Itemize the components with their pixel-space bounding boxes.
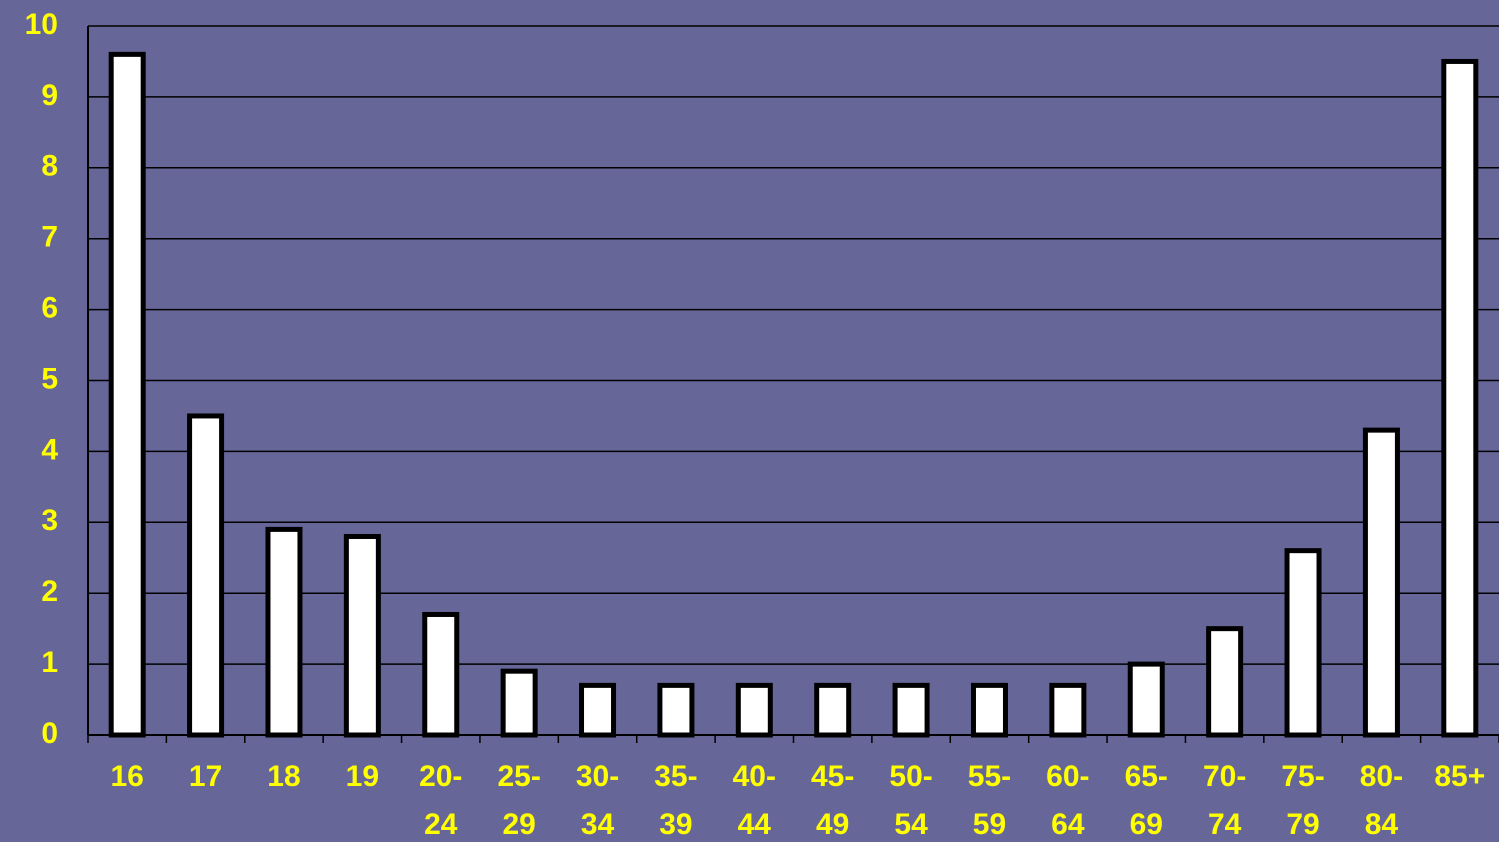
y-tick-label: 3 (41, 504, 58, 537)
bar (187, 413, 225, 738)
y-tick-label: 10 (25, 8, 58, 41)
y-tick-label: 1 (41, 646, 58, 679)
x-tick-label: 70-74 (1203, 760, 1246, 841)
y-tick-label: 5 (41, 362, 58, 395)
bar (735, 682, 773, 738)
x-tick-label: 65-69 (1125, 760, 1168, 841)
bar (579, 682, 617, 738)
x-tick-label-line: 69 (1130, 808, 1163, 841)
x-tick-label-line: 64 (1051, 808, 1085, 841)
x-tick-label-line: 49 (816, 808, 849, 841)
bar (422, 611, 460, 738)
x-tick-label-line: 74 (1208, 808, 1242, 841)
x-tick-label-line: 40- (733, 760, 776, 793)
bar (1441, 58, 1479, 738)
x-tick-label-line: 54 (894, 808, 928, 841)
bar (970, 682, 1008, 738)
bar (1127, 661, 1165, 738)
x-tick-label-line: 29 (502, 808, 535, 841)
bar (1206, 626, 1244, 738)
bar (1284, 548, 1322, 738)
x-tick-label-line: 55- (968, 760, 1011, 793)
y-tick-label: 6 (41, 292, 58, 325)
x-tick-label-line: 79 (1286, 808, 1319, 841)
x-tick-label-line: 35- (654, 760, 697, 793)
x-tick-label: 60-64 (1046, 760, 1089, 841)
x-tick-label-line: 39 (659, 808, 692, 841)
x-tick-label-line: 65- (1125, 760, 1168, 793)
x-tick-label-line: 70- (1203, 760, 1246, 793)
x-tick-label: 25-29 (497, 760, 540, 841)
x-tick-label-line: 20- (419, 760, 462, 793)
x-tick-label-line: 25- (497, 760, 540, 793)
bar (108, 51, 146, 738)
x-tick-label: 85+ (1434, 760, 1485, 793)
y-tick-label: 8 (41, 150, 58, 183)
bar (814, 682, 852, 738)
x-tick-label-line: 80- (1360, 760, 1403, 793)
x-tick-label: 35-39 (654, 760, 697, 841)
x-tick-label: 19 (346, 760, 379, 793)
x-tick-label-line: 50- (889, 760, 932, 793)
x-tick-label: 45-49 (811, 760, 854, 841)
x-tick-label-line: 34 (581, 808, 615, 841)
x-tick-label-line: 45- (811, 760, 854, 793)
x-tick-label: 20-24 (419, 760, 462, 841)
bar (1362, 427, 1400, 738)
x-tick-label-line: 75- (1281, 760, 1324, 793)
bar (657, 682, 695, 738)
x-tick-label-line: 44 (738, 808, 772, 841)
x-tick-label: 18 (267, 760, 300, 793)
x-tick-label: 30-34 (576, 760, 619, 841)
y-tick-label: 4 (41, 433, 58, 466)
x-tick-label: 16 (111, 760, 144, 793)
x-tick-label: 75-79 (1281, 760, 1324, 841)
x-tick-label: 55-59 (968, 760, 1011, 841)
x-tick-label: 17 (189, 760, 222, 793)
bar (343, 533, 381, 738)
bar (500, 668, 538, 738)
y-tick-label: 9 (41, 79, 58, 112)
x-tick-label: 80-84 (1360, 760, 1403, 841)
y-tick-label: 0 (41, 717, 58, 750)
y-tick-label: 2 (41, 575, 58, 608)
bar (892, 682, 930, 738)
bar (1049, 682, 1087, 738)
x-tick-label-line: 30- (576, 760, 619, 793)
x-tick-label: 40-44 (733, 760, 776, 841)
x-tick-label-line: 84 (1365, 808, 1399, 841)
x-tick-label: 50-54 (889, 760, 932, 841)
x-tick-label-line: 60- (1046, 760, 1089, 793)
x-tick-label-line: 24 (424, 808, 458, 841)
x-tick-label-line: 59 (973, 808, 1006, 841)
y-tick-label: 7 (41, 221, 58, 254)
bar (265, 526, 303, 738)
